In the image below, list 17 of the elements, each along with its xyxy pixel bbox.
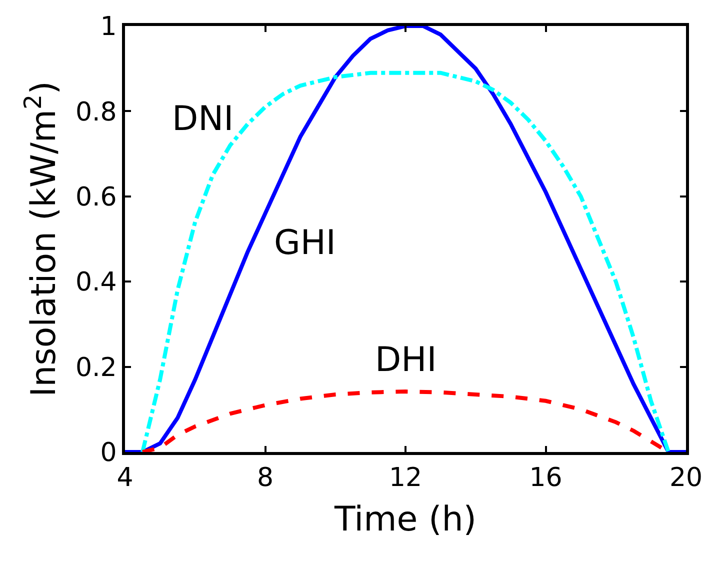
series-label: DNI <box>172 99 234 139</box>
x-tick-label: 12 <box>388 463 422 494</box>
series-label: GHI <box>274 223 336 263</box>
y-tick-label: 0.4 <box>75 268 117 298</box>
x-tick-label: 16 <box>529 463 562 494</box>
series-label: DHI <box>375 340 437 380</box>
y-tick-label: 0.8 <box>75 97 117 128</box>
x-axis-title: Time (h) <box>333 500 477 540</box>
line-series <box>140 70 670 452</box>
line-series <box>125 26 686 452</box>
y-tick-label: 1 <box>100 12 117 42</box>
y-tick-label: 0 <box>100 438 117 468</box>
x-tick-label: 8 <box>256 463 274 494</box>
y-tick-label: 0.6 <box>75 182 117 212</box>
x-tick-label: 20 <box>669 463 703 494</box>
y-tick-label: 0.2 <box>75 352 117 383</box>
x-tick-label: 4 <box>116 463 134 494</box>
